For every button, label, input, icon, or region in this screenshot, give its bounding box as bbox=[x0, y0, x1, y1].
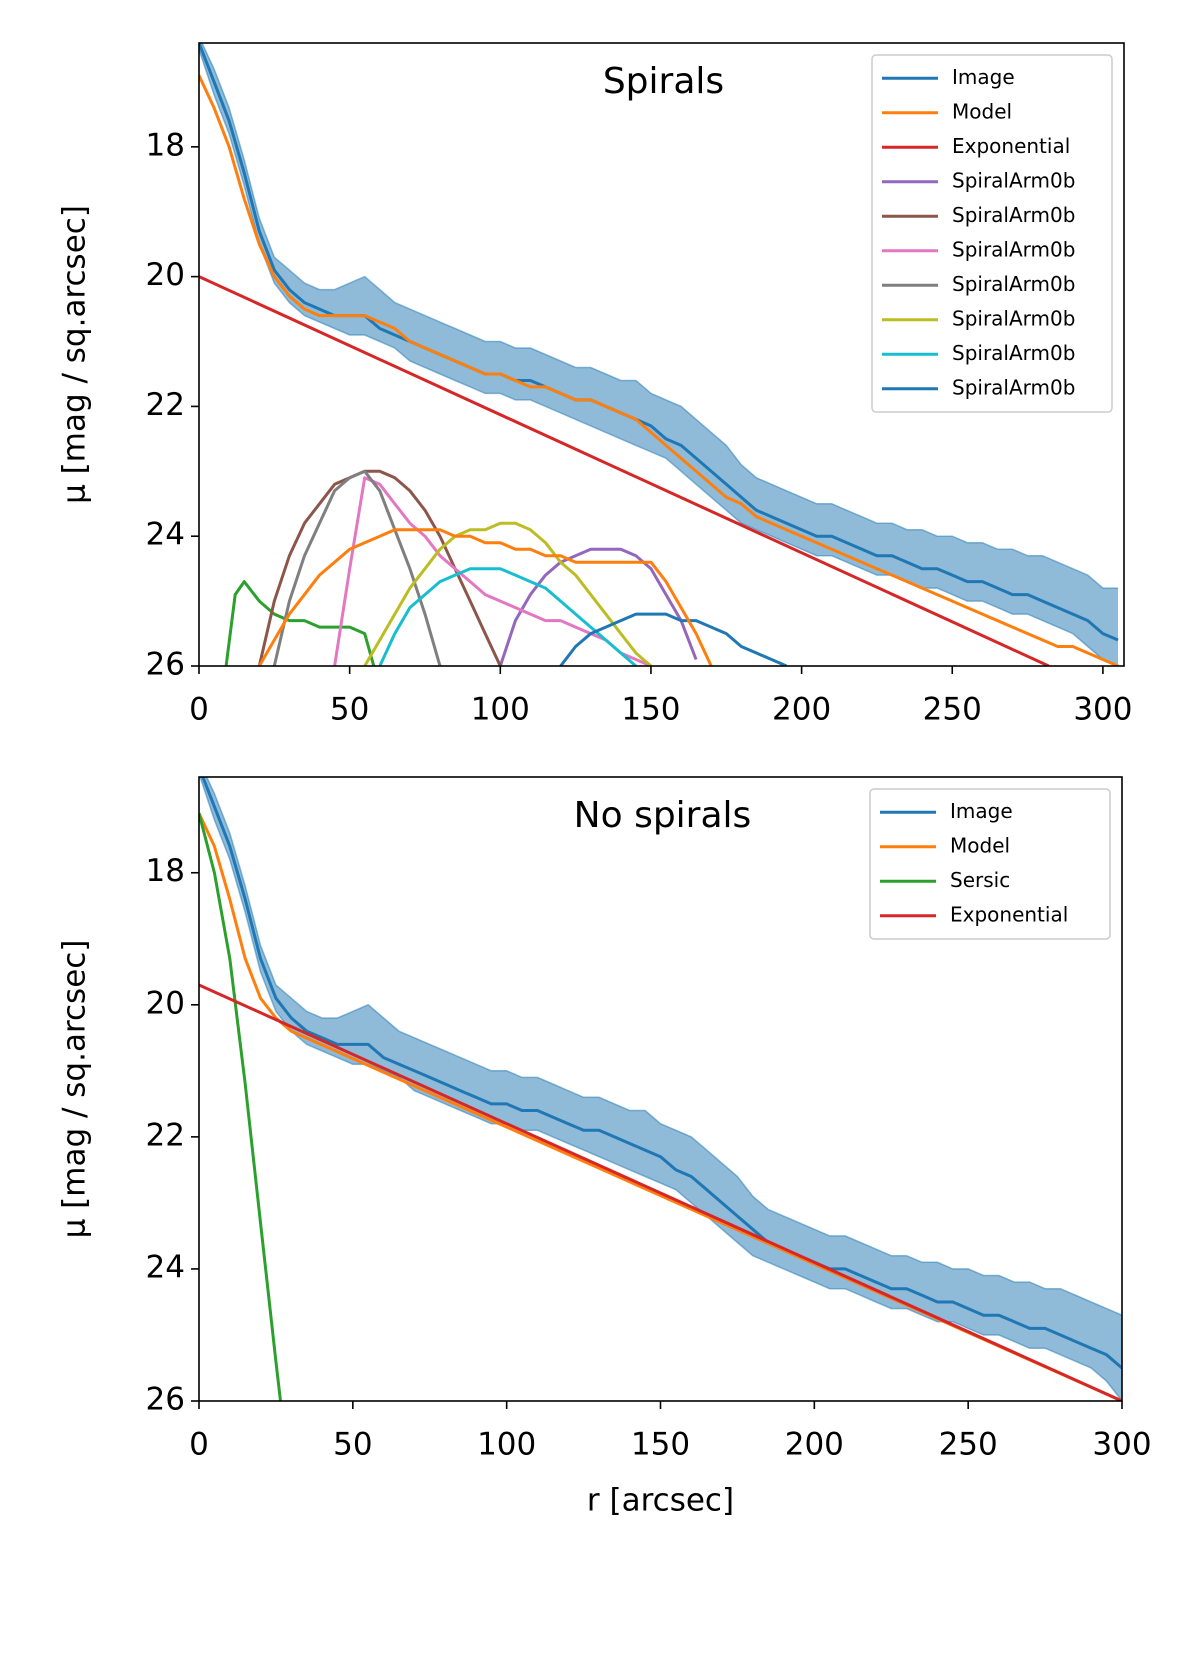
series-line bbox=[378, 567, 637, 666]
x-tick-label: 200 bbox=[785, 1427, 844, 1463]
plot-area bbox=[199, 777, 1122, 1401]
chart-title: No spirals bbox=[574, 795, 752, 836]
x-tick-label: 300 bbox=[1092, 1427, 1151, 1463]
legend-label: Sersic bbox=[950, 868, 1010, 892]
band-edge bbox=[199, 49, 1119, 666]
x-axis-label: r [arcsec] bbox=[587, 1483, 734, 1519]
series-line bbox=[272, 469, 442, 666]
series-line bbox=[199, 812, 282, 1401]
series-line bbox=[498, 547, 698, 666]
y-tick-label: 20 bbox=[146, 257, 185, 293]
legend-label: SpiralArm0b bbox=[952, 341, 1075, 365]
x-tick-label: 50 bbox=[330, 692, 369, 728]
series-line bbox=[333, 476, 652, 666]
y-tick-label: 24 bbox=[146, 1249, 185, 1285]
legend-label: SpiralArm0b bbox=[952, 168, 1075, 192]
x-tick-label: 300 bbox=[1073, 692, 1132, 728]
legend-label: SpiralArm0b bbox=[952, 203, 1075, 227]
legend-label: SpiralArm0b bbox=[952, 306, 1075, 330]
y-axis-label: μ [mag / sq.arcsec] bbox=[57, 940, 93, 1239]
series-line bbox=[363, 521, 652, 666]
y-tick-label: 20 bbox=[146, 985, 185, 1021]
series-line bbox=[559, 612, 788, 666]
chart-title: Spirals bbox=[603, 61, 724, 102]
uncertainty-band bbox=[199, 43, 1118, 666]
x-tick-label: 50 bbox=[333, 1427, 372, 1463]
series-line bbox=[199, 812, 1122, 1401]
y-tick-label: 18 bbox=[146, 127, 185, 163]
legend-box bbox=[869, 788, 1111, 940]
y-tick-label: 26 bbox=[146, 1382, 185, 1418]
uncertainty-band bbox=[200, 777, 1122, 1401]
x-tick-label: 250 bbox=[923, 692, 982, 728]
y-tick-label: 24 bbox=[146, 517, 185, 553]
legend: Image Model Sersic Exponential bbox=[869, 788, 1111, 940]
legend-label: Image bbox=[950, 799, 1013, 823]
series-line bbox=[201, 777, 1122, 1370]
series-line bbox=[257, 469, 502, 666]
legend-label: SpiralArm0b bbox=[952, 237, 1075, 261]
axes-frame bbox=[198, 42, 1125, 667]
series-line bbox=[199, 983, 1122, 1401]
y-tick-label: 18 bbox=[146, 853, 185, 889]
x-tick-label: 250 bbox=[939, 1427, 998, 1463]
legend-label: SpiralArm0b bbox=[952, 272, 1075, 296]
legend-label: Model bbox=[950, 833, 1010, 857]
legend-label: SpiralArm0b bbox=[952, 375, 1075, 399]
legend-label: Image bbox=[952, 65, 1015, 89]
x-tick-label: 150 bbox=[621, 692, 680, 728]
y-axis-label: μ [mag / sq.arcsec] bbox=[57, 205, 93, 504]
x-tick-label: 150 bbox=[631, 1427, 690, 1463]
x-tick-label: 100 bbox=[477, 1427, 536, 1463]
y-tick-label: 26 bbox=[146, 647, 185, 683]
band-edge bbox=[205, 777, 1122, 1316]
legend: Image Model Exponential SpiralArm0b SpiralAr… bbox=[871, 54, 1113, 413]
series-line bbox=[224, 580, 376, 666]
legend-label: Exponential bbox=[950, 902, 1068, 926]
plot-area bbox=[199, 43, 1119, 666]
band-edge bbox=[199, 777, 1122, 1401]
x-tick-label: 0 bbox=[189, 692, 209, 728]
x-tick-label: 0 bbox=[189, 1427, 209, 1463]
series-line bbox=[199, 74, 1119, 666]
y-tick-label: 22 bbox=[146, 1117, 185, 1153]
legend-box bbox=[871, 54, 1113, 413]
y-tick-label: 22 bbox=[146, 387, 185, 423]
x-tick-label: 200 bbox=[772, 692, 831, 728]
x-tick-label: 100 bbox=[471, 692, 530, 728]
band-edge bbox=[201, 43, 1118, 589]
series-line bbox=[199, 275, 1050, 666]
legend-label: Model bbox=[952, 99, 1012, 123]
legend-label: Exponential bbox=[952, 134, 1070, 158]
series-line bbox=[258, 528, 713, 666]
